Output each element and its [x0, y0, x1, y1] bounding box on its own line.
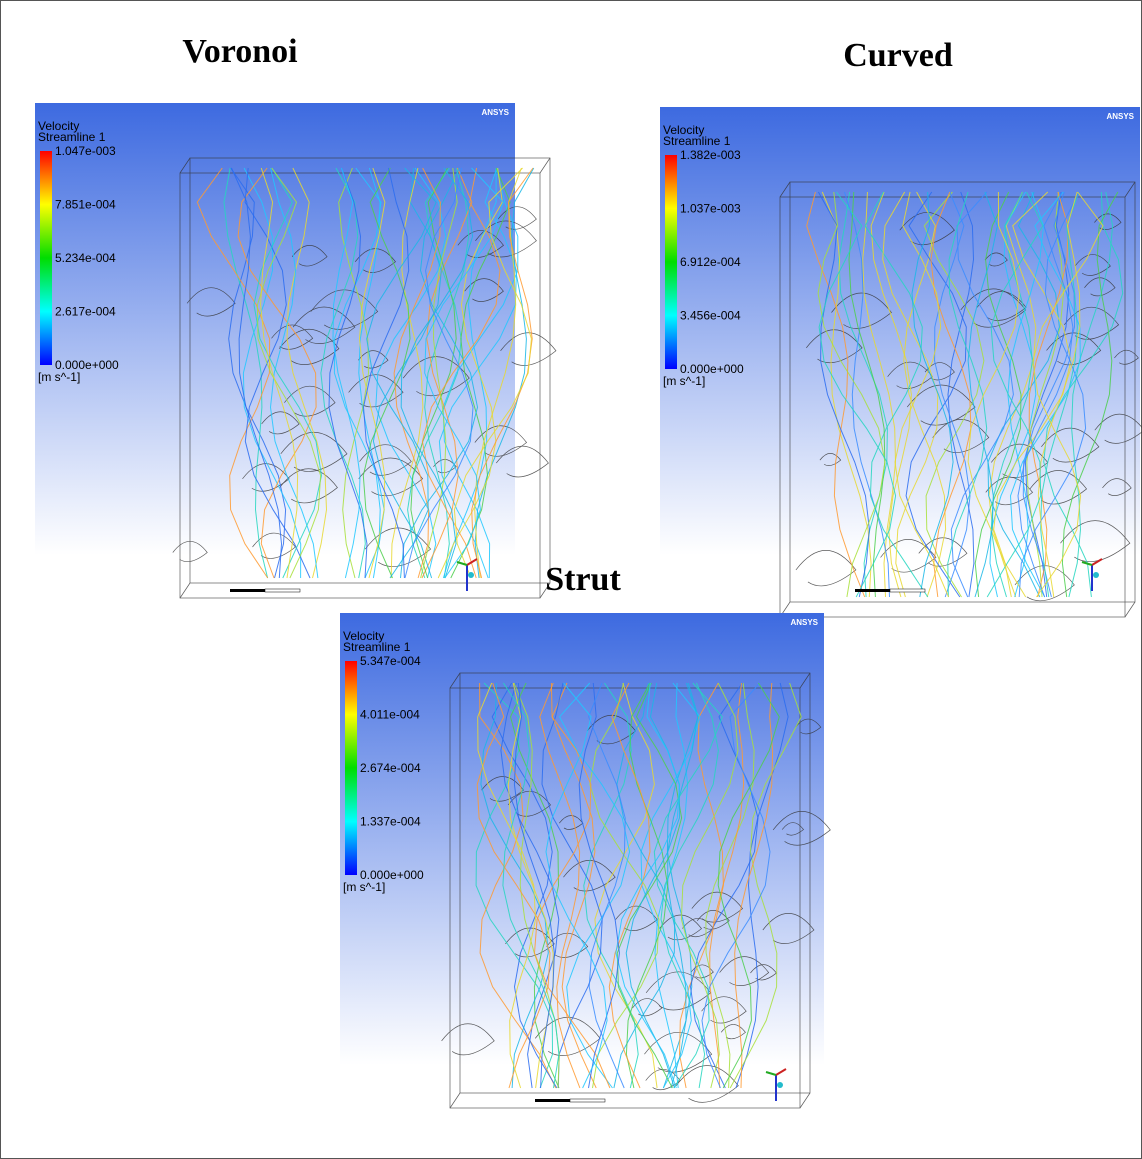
triad-origin: [468, 572, 474, 578]
triad-origin: [1093, 572, 1099, 578]
logo: ANSYS: [481, 108, 509, 117]
page: {"panels": [ {"title": "Voronoi", "logo"…: [0, 0, 1142, 1159]
legend-unit: [m s^-1]: [343, 880, 385, 894]
legend-tick-label: 4.011e-004: [360, 708, 420, 722]
panel: ANSYSVelocityStreamline 11.382e-0031.037…: [660, 107, 1142, 617]
legend-subtitle: Streamline 1: [663, 134, 731, 148]
legend-tick-label: 1.337e-004: [360, 815, 421, 829]
legend-tick-label: 1.047e-003: [55, 144, 116, 158]
scale-bar-segment: [570, 1099, 605, 1102]
legend-tick-label: 1.382e-003: [680, 148, 741, 162]
panel-title: Curved: [843, 37, 953, 74]
legend-tick-label: 5.234e-004: [55, 251, 116, 265]
figure: Voronoi ANSYSVelocityStreamline 11.047e-0…: [0, 0, 1142, 1159]
scale-bar: [535, 1099, 605, 1102]
legend-unit: [m s^-1]: [38, 370, 80, 384]
legend-subtitle: Streamline 1: [38, 130, 106, 144]
legend-tick-label: 1.037e-003: [680, 202, 741, 216]
scale-bar: [855, 589, 925, 592]
viewport-background: [660, 107, 1140, 555]
legend-tick-label: 2.617e-004: [55, 305, 116, 319]
legend-tick-label: 2.674e-004: [360, 761, 421, 775]
panel-title: Strut: [545, 561, 621, 598]
logo: ANSYS: [1106, 112, 1134, 121]
legend-unit: [m s^-1]: [663, 374, 705, 388]
legend-tick-label: 7.851e-004: [55, 198, 116, 212]
scale-bar-segment: [265, 589, 300, 592]
logo: ANSYS: [790, 618, 818, 627]
colorbar: [40, 151, 52, 365]
legend-tick-label: 6.912e-004: [680, 255, 741, 269]
panel-title: Voronoi: [182, 33, 297, 70]
legend-tick-label: 3.456e-004: [680, 309, 741, 323]
scale-bar: [230, 589, 300, 592]
legend-tick-label: 5.347e-004: [360, 654, 421, 668]
scale-bar-segment: [890, 589, 925, 592]
legend-subtitle: Streamline 1: [343, 640, 411, 654]
triad-origin: [777, 1082, 783, 1088]
colorbar: [345, 661, 357, 875]
colorbar: [665, 155, 677, 369]
